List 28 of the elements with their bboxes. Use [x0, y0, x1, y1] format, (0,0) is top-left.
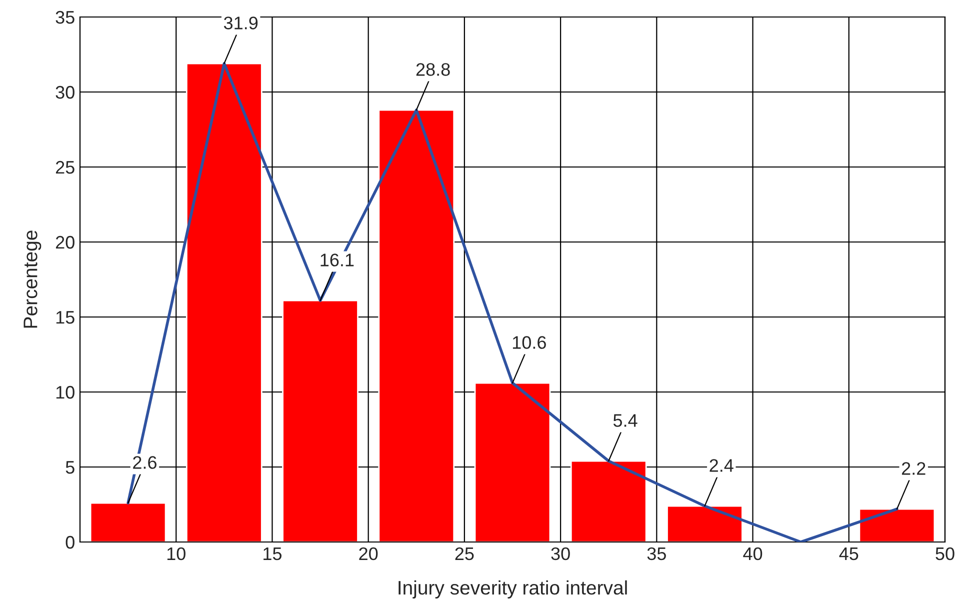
x-tick-label: 40 — [743, 547, 762, 560]
y-tick-label: 35 — [56, 10, 74, 24]
y-tick-label: 0 — [66, 536, 74, 549]
y-tick-label: 15 — [56, 311, 74, 324]
x-tick-label: 10 — [167, 547, 186, 560]
line-series — [126, 62, 898, 542]
y-axis-title: Percentege — [24, 230, 42, 328]
x-tick-label: 15 — [264, 548, 282, 560]
data-label: 10.6 — [512, 336, 546, 349]
x-tick-label: 35 — [647, 547, 666, 560]
data-label: 5.4 — [613, 414, 638, 427]
y-tick-label: 20 — [56, 236, 74, 249]
y-tick-label: 5 — [66, 461, 74, 474]
data-label: 28.8 — [416, 63, 450, 76]
y-tick-label: 10 — [56, 386, 74, 399]
data-label: 16.1 — [320, 254, 354, 266]
x-tick-label: 25 — [455, 547, 474, 560]
y-tick-label: 25 — [56, 160, 74, 174]
y-tick-label: 30 — [56, 86, 74, 99]
data-label: 2.4 — [710, 459, 734, 472]
data-label: 2.6 — [133, 456, 156, 469]
x-axis-title: Injury severity ratio interval — [398, 580, 627, 598]
x-tick-label: 20 — [359, 547, 378, 560]
x-tick-label: 50 — [936, 547, 954, 560]
data-label: 31.9 — [224, 16, 258, 30]
data-label: 2.2 — [902, 462, 926, 475]
x-tick-label: 30 — [551, 547, 570, 560]
x-tick-label: 45 — [839, 548, 858, 560]
